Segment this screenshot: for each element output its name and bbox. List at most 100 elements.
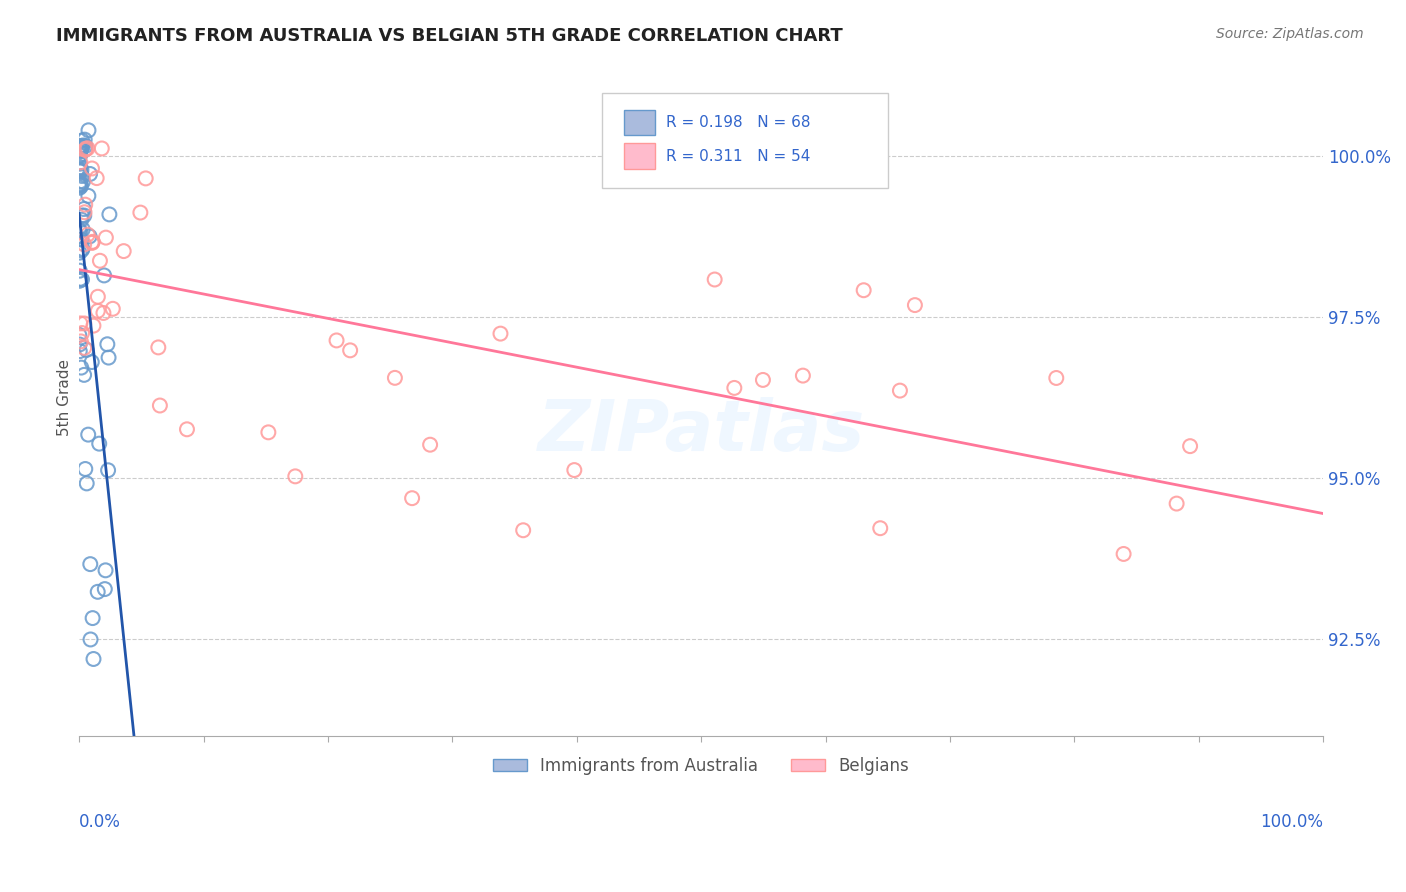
Point — [69, 157, 91, 171]
Point — [70, 133, 93, 147]
Point — [76, 343, 98, 357]
Point — [401, 491, 423, 505]
Point — [723, 381, 745, 395]
Point — [69, 317, 91, 331]
Point — [98, 207, 121, 221]
Point — [889, 384, 911, 398]
Point — [73, 341, 96, 355]
Text: Source: ZipAtlas.com: Source: ZipAtlas.com — [1216, 27, 1364, 41]
Point — [87, 290, 110, 304]
Point — [80, 355, 103, 369]
Point — [75, 462, 97, 476]
Point — [72, 242, 94, 256]
Point — [70, 233, 93, 247]
Point — [70, 326, 93, 340]
Point — [79, 229, 101, 244]
Point — [77, 123, 100, 137]
Point — [69, 178, 91, 193]
Point — [77, 427, 100, 442]
Point — [384, 371, 406, 385]
Point — [512, 523, 534, 537]
Point — [69, 180, 91, 194]
Point — [72, 175, 94, 189]
Point — [67, 327, 90, 342]
Point — [69, 149, 91, 163]
Point — [70, 139, 93, 153]
Point — [70, 244, 93, 258]
Point — [69, 174, 91, 188]
Point — [176, 422, 198, 436]
Point — [82, 652, 104, 666]
Point — [69, 344, 91, 359]
Point — [79, 632, 101, 647]
Point — [86, 171, 108, 186]
Point — [69, 177, 91, 191]
Point — [852, 283, 875, 297]
FancyBboxPatch shape — [624, 144, 655, 169]
Point — [93, 306, 115, 320]
Legend: Immigrants from Australia, Belgians: Immigrants from Australia, Belgians — [486, 750, 915, 781]
Point — [69, 272, 91, 286]
Point — [70, 212, 93, 227]
Point — [80, 235, 103, 250]
Point — [69, 263, 91, 277]
Text: ZIPatlas: ZIPatlas — [537, 397, 865, 466]
Point — [87, 304, 110, 318]
Point — [82, 318, 104, 333]
Point — [96, 337, 118, 351]
Point — [112, 244, 135, 259]
Point — [792, 368, 814, 383]
Point — [97, 463, 120, 477]
Point — [1166, 497, 1188, 511]
Point — [101, 301, 124, 316]
Point — [70, 141, 93, 155]
Point — [86, 584, 108, 599]
FancyBboxPatch shape — [602, 94, 887, 188]
Point — [489, 326, 512, 341]
Point — [1045, 371, 1067, 385]
Point — [70, 272, 93, 286]
Point — [69, 155, 91, 169]
Point — [89, 253, 111, 268]
Point — [752, 373, 775, 387]
Point — [69, 178, 91, 192]
Point — [75, 142, 97, 156]
Text: 100.0%: 100.0% — [1260, 814, 1323, 831]
Point — [82, 611, 104, 625]
Point — [82, 235, 104, 250]
Point — [69, 139, 91, 153]
Point — [90, 141, 112, 155]
Point — [72, 138, 94, 153]
Point — [67, 223, 90, 237]
Point — [72, 222, 94, 236]
Point — [97, 351, 120, 365]
Y-axis label: 5th Grade: 5th Grade — [58, 359, 72, 436]
Point — [339, 343, 361, 358]
Point — [70, 209, 93, 223]
Point — [73, 209, 96, 223]
Point — [257, 425, 280, 440]
Point — [75, 143, 97, 157]
Text: 0.0%: 0.0% — [79, 814, 121, 831]
Point — [77, 189, 100, 203]
Point — [75, 139, 97, 153]
Point — [70, 169, 93, 183]
Point — [67, 145, 90, 159]
Point — [325, 334, 347, 348]
Point — [79, 557, 101, 571]
Point — [149, 399, 172, 413]
Point — [73, 317, 96, 331]
Point — [76, 227, 98, 242]
Point — [94, 563, 117, 577]
Point — [69, 164, 91, 178]
Point — [67, 274, 90, 288]
Point — [67, 162, 90, 177]
FancyBboxPatch shape — [624, 110, 655, 136]
Text: IMMIGRANTS FROM AUSTRALIA VS BELGIAN 5TH GRADE CORRELATION CHART: IMMIGRANTS FROM AUSTRALIA VS BELGIAN 5TH… — [56, 27, 844, 45]
Point — [69, 245, 91, 260]
Point — [904, 298, 927, 312]
Point — [93, 268, 115, 283]
Text: R = 0.311   N = 54: R = 0.311 N = 54 — [666, 149, 811, 164]
Point — [69, 224, 91, 238]
Point — [79, 167, 101, 181]
